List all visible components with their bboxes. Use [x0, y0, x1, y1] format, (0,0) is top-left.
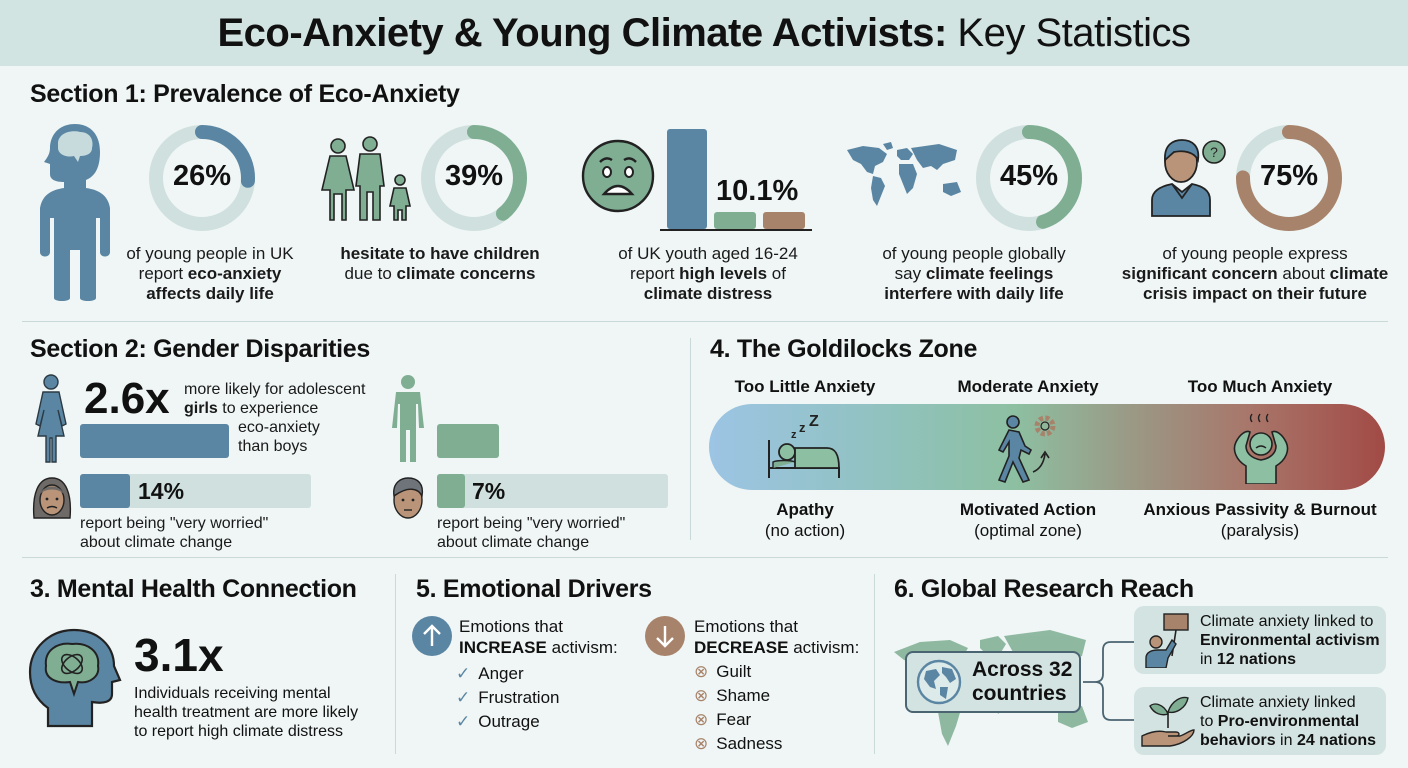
donut-chart-26: [149, 125, 255, 231]
svg-text:z: z: [791, 429, 797, 441]
stat-text-45: of young people globally say climate fee…: [882, 244, 1066, 303]
stat-value-10-1: 10.1%: [716, 175, 799, 207]
section2-title: Section 2: Gender Disparities: [30, 335, 371, 363]
check-icon: ✓︎: [456, 664, 471, 683]
svg-text:z: z: [799, 420, 806, 435]
section6-title: 6. Global Research Reach: [894, 575, 1194, 603]
girls-worried-pct: 14%: [138, 478, 185, 504]
section1-title: Section 1: Prevalence of Eco-Anxiety: [30, 80, 460, 108]
boy-face-icon: [393, 477, 424, 519]
svg-text:Z: Z: [809, 413, 819, 430]
multiplier-text-line3: eco-anxiety: [238, 419, 320, 436]
stat-text-75: of young people express significant conc…: [1121, 244, 1389, 303]
section3-title: 3. Mental Health Connection: [30, 575, 357, 603]
person-question-icon: ?: [1151, 139, 1226, 217]
donut-chart-39: [421, 125, 527, 231]
family-icon: [320, 136, 411, 221]
boys-worried-fill: [437, 474, 465, 508]
divider-vertical-2: [395, 574, 396, 754]
connector-lines: [1083, 641, 1135, 721]
boys-worried-text: report being "very worried" about climate…: [437, 515, 626, 551]
stat-value-26: 26%: [172, 160, 232, 192]
boys-worried-pct: 7%: [472, 478, 506, 504]
walking-gear-icon: [997, 415, 1056, 483]
stat-value-75: 75%: [1259, 160, 1319, 192]
boys-worried-track: [437, 474, 668, 508]
mental-health-text: Individuals receiving mental health treat…: [134, 685, 359, 740]
decrease-item: ⊗ Guilt: [694, 662, 752, 681]
card1-text: Climate anxiety linked to Environmental a…: [1200, 613, 1380, 668]
divider-vertical-3: [874, 574, 875, 754]
donut-chart-45: [976, 125, 1082, 231]
zone-top-label-2: Moderate Anxiety: [957, 377, 1099, 396]
male-figure-icon: [392, 375, 424, 462]
check-icon: ✓︎: [456, 712, 471, 731]
zone-motivated-action: Motivated Action (optimal zone): [959, 500, 1097, 540]
bar-low: [763, 212, 805, 229]
head-brain-icon: [28, 628, 122, 728]
female-figure-icon: [35, 374, 67, 463]
stat-value-39: 39%: [444, 160, 504, 192]
protester-sign-icon: [1145, 613, 1189, 668]
increase-item: ✓︎ Frustration: [456, 688, 560, 707]
boys-bar: [437, 424, 499, 458]
stressed-person-icon: [1233, 413, 1289, 484]
sleeping-person-icon: z z Z: [768, 413, 840, 478]
card2-text: Climate anxiety linked to Pro-environment…: [1200, 694, 1377, 749]
stat-text-26: of young people in UK report eco-anxiety…: [126, 244, 294, 303]
increase-item: ✓︎ Outrage: [456, 712, 540, 731]
x-circle-icon: ⊗: [694, 686, 709, 705]
bar-axis: [660, 229, 812, 231]
arrow-down-icon: [645, 616, 685, 656]
gender-multiplier: 2.6x: [84, 374, 170, 423]
svg-text:?: ?: [1210, 144, 1218, 160]
zone-top-label-3: Too Much Anxiety: [1187, 377, 1333, 396]
girls-worried-fill: [80, 474, 130, 508]
zone-top-label-1: Too Little Anxiety: [734, 377, 876, 396]
multiplier-text-line1: more likely for adolescent: [184, 381, 366, 398]
countries-text: Across 32 countries: [972, 658, 1073, 705]
multiplier-text-line4: than boys: [238, 438, 308, 455]
decrease-item: ⊗ Fear: [694, 710, 752, 729]
hand-plant-icon: [1141, 696, 1195, 747]
divider-2: [22, 557, 1388, 558]
decrease-item: ⊗ Shame: [694, 686, 771, 705]
increase-heading: Emotions that INCREASE activism:: [459, 617, 618, 657]
world-map-icon: [847, 142, 961, 206]
zone-apathy: Apathy (no action): [764, 500, 846, 540]
bar-high-distress: [667, 129, 707, 229]
decrease-item: ⊗ Sadness: [694, 734, 783, 753]
x-circle-icon: ⊗: [694, 662, 709, 681]
person-brain-icon: [40, 124, 110, 301]
header: Eco-Anxiety & Young Climate Activists: K…: [0, 0, 1408, 66]
section5-title: 5. Emotional Drivers: [416, 575, 652, 603]
decrease-heading: Emotions that DECREASE activism:: [694, 617, 860, 657]
donut-chart-75: [1236, 125, 1342, 231]
page-title: Eco-Anxiety & Young Climate Activists: K…: [217, 10, 1191, 55]
stat-text-39: hesitate to have children due to climate…: [340, 244, 540, 283]
globe-icon: [916, 659, 962, 705]
divider-vertical-1: [690, 338, 691, 540]
girl-face-icon: [32, 477, 72, 519]
stat-value-45: 45%: [999, 160, 1059, 192]
check-icon: ✓︎: [456, 688, 471, 707]
stat-text-10-1: of UK youth aged 16-24 report high level…: [618, 244, 798, 303]
bar-medium: [714, 212, 756, 229]
section4-title: 4. The Goldilocks Zone: [710, 335, 978, 363]
multiplier-text-line2: girls to experience: [184, 400, 319, 417]
x-circle-icon: ⊗: [694, 734, 709, 753]
increase-item: ✓︎ Anger: [456, 664, 524, 683]
girls-worried-text: report being "very worried" about climate…: [80, 515, 269, 551]
zone-burnout: Anxious Passivity & Burnout (paralysis): [1143, 500, 1377, 540]
x-circle-icon: ⊗: [694, 710, 709, 729]
worried-face-icon: [581, 139, 655, 213]
divider-1: [22, 321, 1388, 322]
girls-bar: [80, 424, 229, 458]
arrow-up-icon: [412, 616, 452, 656]
mental-health-multiplier: 3.1x: [134, 629, 224, 681]
